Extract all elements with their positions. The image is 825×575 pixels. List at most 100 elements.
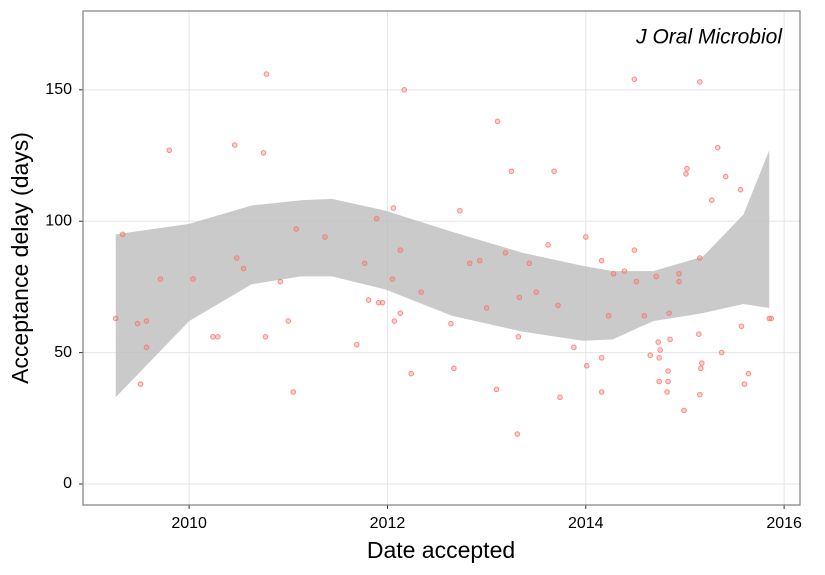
point <box>683 171 689 177</box>
point <box>714 144 721 151</box>
annotation: J Oral Microbiol <box>635 26 783 49</box>
point <box>665 368 671 374</box>
point <box>215 334 221 340</box>
point <box>365 297 372 303</box>
point <box>676 270 682 277</box>
point <box>610 270 617 277</box>
point <box>676 278 682 285</box>
point <box>466 260 473 267</box>
point <box>557 394 563 401</box>
y-tick-label: 150 <box>45 81 72 98</box>
point <box>681 407 687 414</box>
point <box>263 71 270 77</box>
point <box>379 299 386 306</box>
point <box>631 76 638 83</box>
point <box>119 231 126 238</box>
point <box>391 318 398 324</box>
point <box>665 378 671 385</box>
point <box>698 365 704 372</box>
point <box>526 260 533 267</box>
point <box>373 215 380 222</box>
y-tick-label: 100 <box>45 212 72 229</box>
point <box>697 255 703 261</box>
point <box>605 313 612 319</box>
point <box>583 362 590 369</box>
point <box>718 349 725 356</box>
point <box>598 257 605 264</box>
point <box>476 257 483 264</box>
point <box>448 320 454 327</box>
point <box>285 318 292 324</box>
point <box>353 341 360 348</box>
point <box>231 142 238 148</box>
x-tick-label: 2016 <box>766 515 802 532</box>
point <box>502 249 509 256</box>
x-tick-label: 2012 <box>370 515 406 532</box>
point <box>457 207 463 214</box>
point <box>722 173 729 180</box>
point <box>656 355 662 361</box>
point <box>697 79 703 85</box>
point <box>745 370 752 377</box>
point <box>375 299 382 306</box>
point <box>397 310 404 316</box>
point <box>483 305 490 311</box>
point <box>551 168 557 175</box>
point <box>664 389 670 395</box>
point <box>571 344 577 351</box>
point <box>533 289 540 295</box>
point <box>545 242 551 248</box>
point <box>621 268 628 274</box>
point <box>401 87 408 93</box>
point <box>515 334 522 340</box>
point <box>233 255 240 261</box>
x-axis-title: Date accepted <box>367 537 515 563</box>
point <box>277 278 284 285</box>
point <box>667 336 673 343</box>
point <box>741 381 748 387</box>
point <box>493 386 500 393</box>
point <box>514 431 521 437</box>
point <box>653 273 660 280</box>
point <box>494 118 501 125</box>
point <box>397 247 404 253</box>
point <box>699 360 705 366</box>
point <box>190 276 196 282</box>
point <box>322 234 328 240</box>
point <box>697 391 703 398</box>
point <box>555 302 561 309</box>
y-tick-label: 50 <box>54 344 72 361</box>
y-tick-label: 0 <box>63 475 72 492</box>
point <box>293 226 300 232</box>
point <box>582 234 589 240</box>
point <box>112 315 119 322</box>
point <box>768 315 775 322</box>
point <box>390 205 397 211</box>
point <box>157 276 164 282</box>
point <box>137 381 144 387</box>
point <box>418 289 424 295</box>
point <box>508 168 515 175</box>
point <box>641 313 648 319</box>
point <box>408 370 415 377</box>
point <box>657 347 663 353</box>
point <box>210 334 216 340</box>
confidence-band <box>115 150 770 398</box>
x-tick-label: 2014 <box>568 515 604 532</box>
point <box>361 260 368 267</box>
point <box>451 365 457 372</box>
point <box>738 323 745 330</box>
point <box>666 310 672 316</box>
point <box>656 378 662 385</box>
point <box>647 352 654 359</box>
point <box>598 355 605 361</box>
y-axis-title: Acceptance delay (days) <box>7 132 33 384</box>
point <box>737 186 744 193</box>
point <box>166 147 173 154</box>
panel-border <box>82 10 801 506</box>
point <box>262 334 269 340</box>
point <box>598 389 605 395</box>
point <box>290 389 297 395</box>
point <box>240 265 247 272</box>
